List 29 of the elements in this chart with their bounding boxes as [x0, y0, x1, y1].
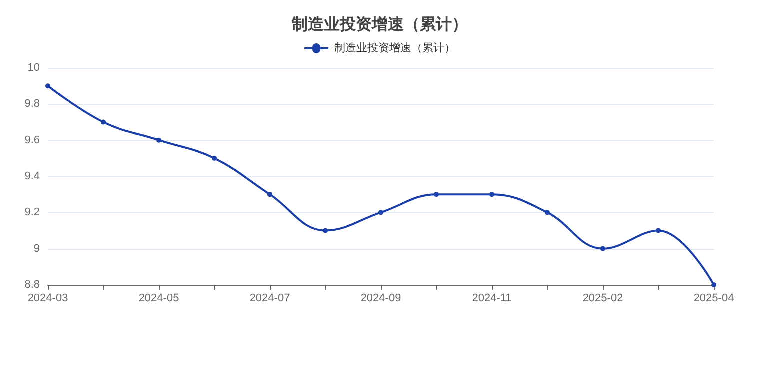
x-tick-label: 2024-09: [360, 292, 402, 304]
legend-label: 制造业投资增速（累计）: [334, 42, 456, 54]
point: [156, 138, 162, 143]
y-tick-label: 9.8: [24, 98, 40, 110]
x-tick-label: 2024-11: [472, 292, 512, 304]
point: [434, 192, 439, 198]
y-tick-label: 8.8: [24, 279, 40, 291]
point: [712, 282, 716, 288]
point: [490, 192, 494, 198]
point: [268, 192, 272, 198]
x-tick-label: 2025-02: [582, 292, 624, 304]
point: [323, 228, 328, 234]
point: [656, 228, 661, 234]
x-tick-label: 2025-04: [694, 292, 734, 304]
y-tick-label: 9.6: [24, 134, 40, 146]
point: [101, 120, 106, 125]
point: [600, 246, 606, 252]
x-tick-label: 2024-05: [138, 292, 180, 304]
y-tick-label: 9.4: [24, 170, 40, 182]
point: [378, 210, 384, 216]
y-tick-label: 9.2: [24, 206, 40, 219]
y-tick-label: 10: [28, 62, 40, 74]
x-tick-label: 2024-07: [250, 292, 290, 304]
x-tick-label: 2024-03: [28, 292, 68, 304]
point: [46, 84, 50, 89]
point: [212, 156, 217, 161]
y-tick-label: 9: [34, 242, 40, 255]
chart-title: 制造业投资增速（累计）: [291, 16, 468, 34]
point: [545, 210, 550, 216]
